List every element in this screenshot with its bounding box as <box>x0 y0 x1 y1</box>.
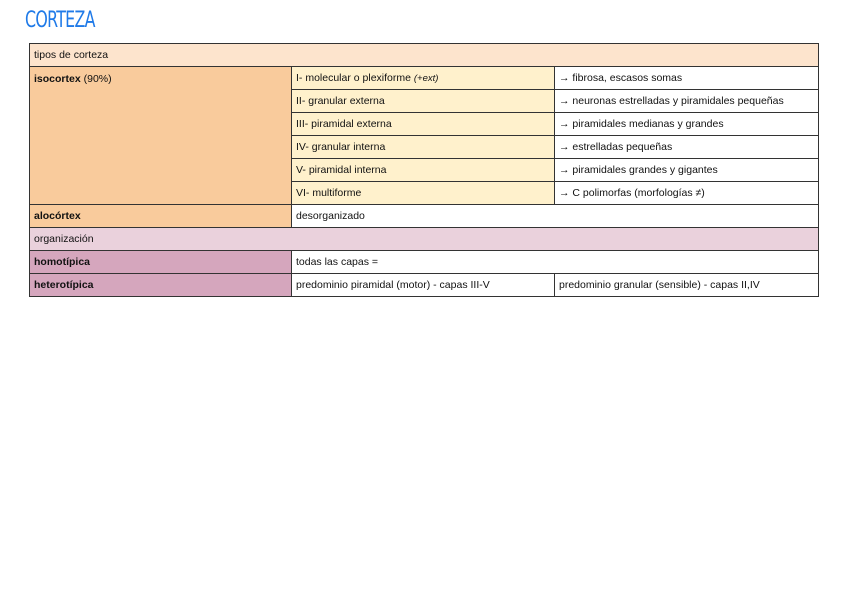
layer-name: VI- multiforme <box>291 181 555 205</box>
table-row: V- piramidal interna → piramidales grand… <box>30 158 820 182</box>
layer-desc: → piramidales grandes y gigantes <box>553 158 820 182</box>
section-header-organizacion: organización <box>28 227 820 251</box>
alocortex-label: alocórtex <box>29 204 292 228</box>
isocortex-cell: isocortex (90%) <box>29 66 292 205</box>
layer-desc: → neuronas estrelladas y piramidales peq… <box>553 89 820 113</box>
heterotipica-label: heterotípica <box>29 273 292 297</box>
table-row: organización <box>28 227 820 251</box>
layer-desc: → piramidales medianas y grandes <box>553 112 820 136</box>
table-row: tipos de corteza <box>28 43 820 67</box>
layer-name: I- molecular o plexiforme (+ext) <box>291 66 555 90</box>
section-header-tipos: tipos de corteza <box>28 43 820 67</box>
layer-desc: → C polimorfas (morfologías ≠) <box>553 181 820 205</box>
layer-desc: → fibrosa, escasos somas <box>553 66 820 90</box>
table-row: VI- multiforme → C polimorfas (morfologí… <box>30 181 820 205</box>
table-row: III- piramidal externa → piramidales med… <box>30 112 820 136</box>
table-row: II- granular externa → neuronas estrella… <box>30 89 820 113</box>
heterotipica-desc-sensible: predominio granular (sensible) - capas I… <box>553 273 820 297</box>
page-title: CORTEZA <box>25 8 95 33</box>
layer-name: IV- granular interna <box>291 135 555 159</box>
table-row: isocortex (90%) I- molecular o plexiform… <box>29 66 820 205</box>
cortex-table: tipos de corteza isocortex (90%) I- mole… <box>28 43 820 297</box>
alocortex-desc: desorganizado <box>290 204 820 228</box>
table-row: homotípica todas las capas = <box>29 250 820 274</box>
heterotipica-desc-motor: predominio piramidal (motor) - capas III… <box>291 273 555 297</box>
layer-name: V- piramidal interna <box>291 158 555 182</box>
layer-desc: → estrelladas pequeñas <box>553 135 820 159</box>
table-row: IV- granular interna → estrelladas peque… <box>30 135 820 159</box>
layer-name: III- piramidal externa <box>291 112 555 136</box>
table-row: heterotípica predominio piramidal (motor… <box>29 273 820 297</box>
table-row: alocórtex desorganizado <box>29 204 820 228</box>
homotipica-label: homotípica <box>29 250 292 274</box>
homotipica-desc: todas las capas = <box>290 250 820 274</box>
layer-name: II- granular externa <box>291 89 555 113</box>
